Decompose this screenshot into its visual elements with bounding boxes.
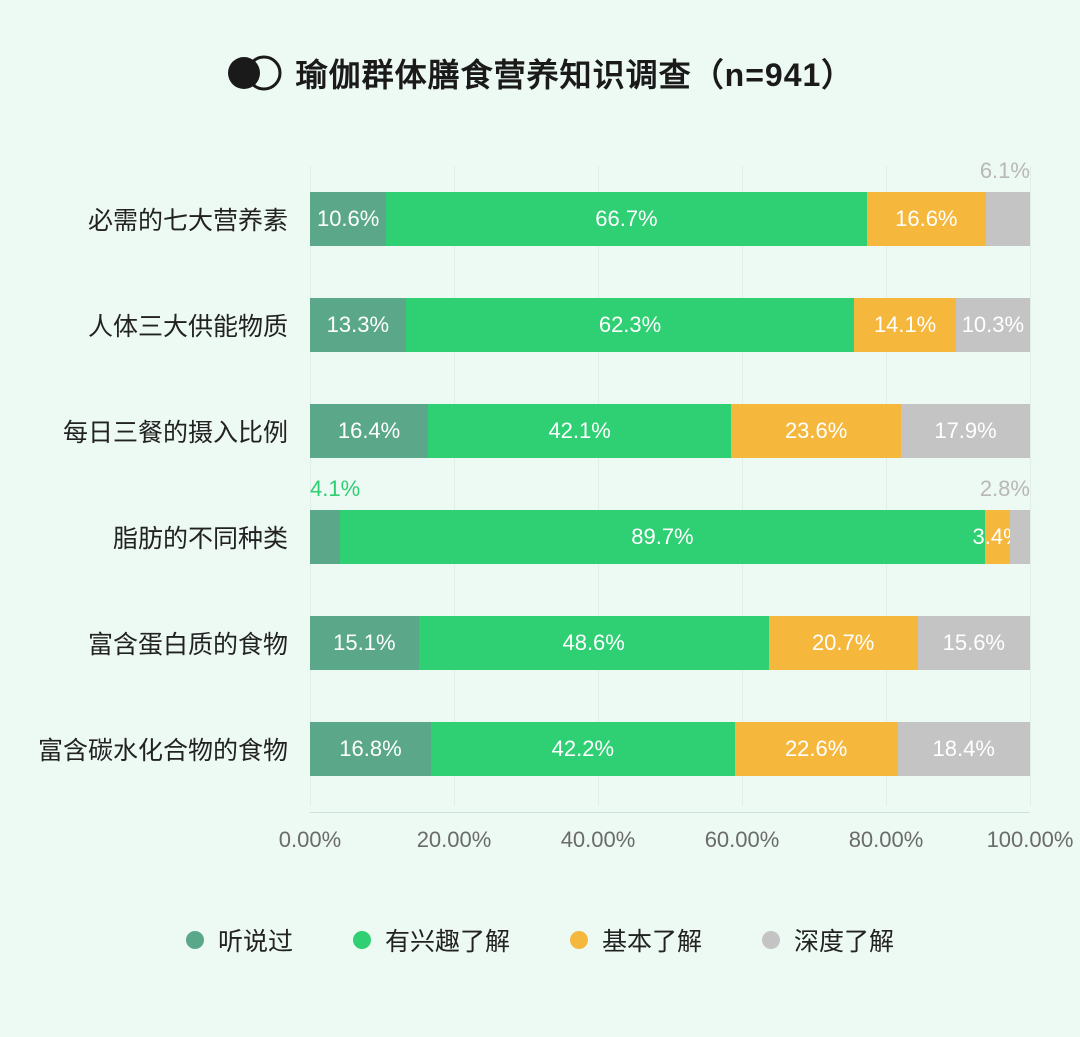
venn-icon xyxy=(226,55,282,91)
legend-item: 基本了解 xyxy=(570,922,702,958)
segment-value: 16.6% xyxy=(895,206,957,232)
category-label: 每日三餐的摄入比例 xyxy=(63,413,288,449)
segment-value: 15.6% xyxy=(943,630,1005,656)
segment-value: 17.9% xyxy=(934,418,996,444)
bar-row: 每日三餐的摄入比例16.4%42.1%23.6%17.9% xyxy=(310,378,1030,484)
category-label: 必需的七大营养素 xyxy=(88,201,288,237)
plot-area: 必需的七大营养素10.6%66.7%16.6%6.1%人体三大供能物质13.3%… xyxy=(310,166,1030,806)
bar-segment: 16.6% xyxy=(867,192,987,246)
legend-label: 深度了解 xyxy=(794,922,894,958)
segment-value: 16.8% xyxy=(339,736,401,762)
bar-segment: 6.1% xyxy=(986,192,1030,246)
legend-swatch xyxy=(186,931,204,949)
stacked-bar: 13.3% 62.3% 14.1% 10.3% xyxy=(310,298,1030,352)
legend-item: 听说过 xyxy=(186,922,293,958)
category-label: 富含蛋白质的食物 xyxy=(88,625,288,661)
bar-segment: 62.3% xyxy=(406,298,855,352)
segment-value: 15.1% xyxy=(333,630,395,656)
chart-title: 瑜伽群体膳食营养知识调查（n=941） xyxy=(296,50,855,96)
bar-row: 富含蛋白质的食物15.1%48.6%20.7%15.6% xyxy=(310,590,1030,696)
legend-swatch xyxy=(762,931,780,949)
segment-value: 22.6% xyxy=(785,736,847,762)
bar-segment: 13.3% xyxy=(310,298,406,352)
x-axis: 0.00%20.00%40.00%60.00%80.00%100.00% xyxy=(310,812,1030,852)
bar-row: 人体三大供能物质13.3%62.3%14.1%10.3% xyxy=(310,272,1030,378)
segment-value: 16.4% xyxy=(338,418,400,444)
category-label: 富含碳水化合物的食物 xyxy=(38,731,288,767)
segment-value: 42.2% xyxy=(552,736,614,762)
segment-value: 62.3% xyxy=(599,312,661,338)
bar-segment: 10.3% xyxy=(956,298,1030,352)
chart-area: 必需的七大营养素10.6%66.7%16.6%6.1%人体三大供能物质13.3%… xyxy=(310,166,1030,852)
segment-value: 23.6% xyxy=(785,418,847,444)
bar-segment: 16.8% xyxy=(310,722,431,776)
bar-segment: 14.1% xyxy=(854,298,956,352)
segment-value: 48.6% xyxy=(562,630,624,656)
x-tick-label: 60.00% xyxy=(705,827,780,853)
segment-value: 4.1% xyxy=(310,476,360,502)
x-tick-label: 0.00% xyxy=(279,827,341,853)
segment-value: 20.7% xyxy=(812,630,874,656)
segment-value: 18.4% xyxy=(933,736,995,762)
legend-label: 基本了解 xyxy=(602,922,702,958)
chart-container: 瑜伽群体膳食营养知识调查（n=941） 必需的七大营养素 10.6% 66.7% 16… xyxy=(0,0,1080,988)
bar-row: 富含碳水化合物的食物16.8%42.2%22.6%18.4% xyxy=(310,696,1030,802)
stacked-bar: 16.8% 42.2% 22.6% 18.4% xyxy=(310,722,1030,776)
segment-value: 2.8% xyxy=(980,476,1030,502)
x-tick-label: 100.00% xyxy=(987,827,1074,853)
bar-segment: 2.8% xyxy=(1010,510,1030,564)
bar-segment: 3.4% xyxy=(985,510,1009,564)
segment-value: 10.6% xyxy=(317,206,379,232)
gridline xyxy=(1030,166,1031,806)
bar-row: 必需的七大营养素10.6%66.7%16.6%6.1% xyxy=(310,166,1030,272)
bar-segment: 42.1% xyxy=(428,404,731,458)
legend-label: 有兴趣了解 xyxy=(385,922,510,958)
bar-segment: 17.9% xyxy=(901,404,1030,458)
bar-segment: 16.4% xyxy=(310,404,428,458)
x-tick-label: 40.00% xyxy=(561,827,636,853)
bar-segment: 10.6% xyxy=(310,192,386,246)
segment-value: 42.1% xyxy=(548,418,610,444)
legend: 听说过 有兴趣了解 基本了解 深度了解 xyxy=(30,922,1050,958)
bar-segment: 23.6% xyxy=(731,404,901,458)
legend-label: 听说过 xyxy=(218,922,293,958)
bar-segment: 66.7% xyxy=(386,192,866,246)
legend-swatch xyxy=(353,931,371,949)
bar-row: 脂肪的不同种类4.1%89.7%3.4%2.8% xyxy=(310,484,1030,590)
x-tick-label: 80.00% xyxy=(849,827,924,853)
segment-value: 10.3% xyxy=(962,312,1024,338)
legend-item: 深度了解 xyxy=(762,922,894,958)
segment-value: 6.1% xyxy=(980,158,1030,184)
legend-swatch xyxy=(570,931,588,949)
bar-segment: 22.6% xyxy=(735,722,898,776)
bar-segment: 18.4% xyxy=(898,722,1030,776)
segment-value: 13.3% xyxy=(327,312,389,338)
stacked-bar: 16.4% 42.1% 23.6% 17.9% xyxy=(310,404,1030,458)
segment-value: 66.7% xyxy=(595,206,657,232)
bar-segment: 20.7% xyxy=(769,616,918,670)
bar-segment: 42.2% xyxy=(431,722,735,776)
category-label: 人体三大供能物质 xyxy=(88,307,288,343)
stacked-bar: 4.1% 89.7% 3.4%2.8% xyxy=(310,510,1030,564)
legend-item: 有兴趣了解 xyxy=(353,922,510,958)
bar-segment: 15.6% xyxy=(918,616,1030,670)
segment-value: 14.1% xyxy=(874,312,936,338)
bar-segment: 15.1% xyxy=(310,616,419,670)
bar-segment: 89.7% xyxy=(340,510,986,564)
x-tick-label: 20.00% xyxy=(417,827,492,853)
category-label: 脂肪的不同种类 xyxy=(113,519,288,555)
stacked-bar: 15.1% 48.6% 20.7% 15.6% xyxy=(310,616,1030,670)
stacked-bar: 10.6% 66.7% 16.6% 6.1% xyxy=(310,192,1030,246)
bar-segment: 48.6% xyxy=(419,616,769,670)
segment-value: 89.7% xyxy=(631,524,693,550)
bar-segment: 4.1% xyxy=(310,510,340,564)
title-row: 瑜伽群体膳食营养知识调查（n=941） xyxy=(30,50,1050,96)
